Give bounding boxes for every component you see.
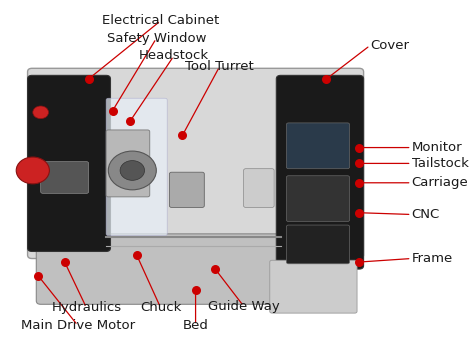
Text: Tool Turret: Tool Turret [185, 60, 254, 73]
FancyBboxPatch shape [286, 176, 350, 222]
Point [61, 259, 68, 265]
FancyBboxPatch shape [36, 234, 350, 304]
Text: Headstock: Headstock [139, 49, 209, 62]
FancyBboxPatch shape [270, 260, 357, 313]
FancyBboxPatch shape [41, 162, 89, 193]
Point [356, 160, 363, 166]
Text: Hydraulics: Hydraulics [51, 301, 121, 314]
Point [179, 132, 186, 138]
FancyBboxPatch shape [286, 123, 350, 169]
Text: Carriage: Carriage [411, 176, 468, 189]
Point [356, 259, 363, 265]
Text: Guide Way: Guide Way [208, 300, 280, 312]
Point [356, 210, 363, 215]
FancyBboxPatch shape [286, 225, 350, 264]
Point [323, 76, 330, 82]
Point [85, 76, 92, 82]
Point [127, 118, 134, 124]
FancyBboxPatch shape [27, 75, 110, 251]
Point [35, 273, 42, 279]
Point [356, 180, 363, 186]
Point [356, 145, 363, 151]
Circle shape [108, 151, 156, 190]
Point [109, 108, 117, 113]
Text: Frame: Frame [411, 252, 453, 265]
FancyBboxPatch shape [106, 130, 150, 197]
FancyBboxPatch shape [244, 169, 274, 207]
FancyBboxPatch shape [169, 172, 204, 207]
Text: Electrical Cabinet: Electrical Cabinet [102, 14, 219, 27]
Text: Main Drive Motor: Main Drive Motor [21, 319, 135, 332]
Text: Tailstock: Tailstock [411, 157, 468, 170]
FancyBboxPatch shape [27, 68, 364, 258]
Text: Bed: Bed [182, 319, 209, 332]
Point [133, 252, 140, 258]
FancyBboxPatch shape [276, 75, 364, 269]
Circle shape [120, 160, 145, 180]
Point [211, 266, 219, 272]
Text: Safety Window: Safety Window [107, 32, 206, 45]
Point [192, 287, 200, 293]
FancyBboxPatch shape [106, 98, 167, 236]
Text: Cover: Cover [370, 39, 409, 52]
Text: CNC: CNC [411, 208, 440, 221]
Text: Monitor: Monitor [411, 141, 462, 154]
Text: Chuck: Chuck [140, 301, 182, 314]
Circle shape [33, 106, 48, 119]
Circle shape [16, 157, 49, 184]
